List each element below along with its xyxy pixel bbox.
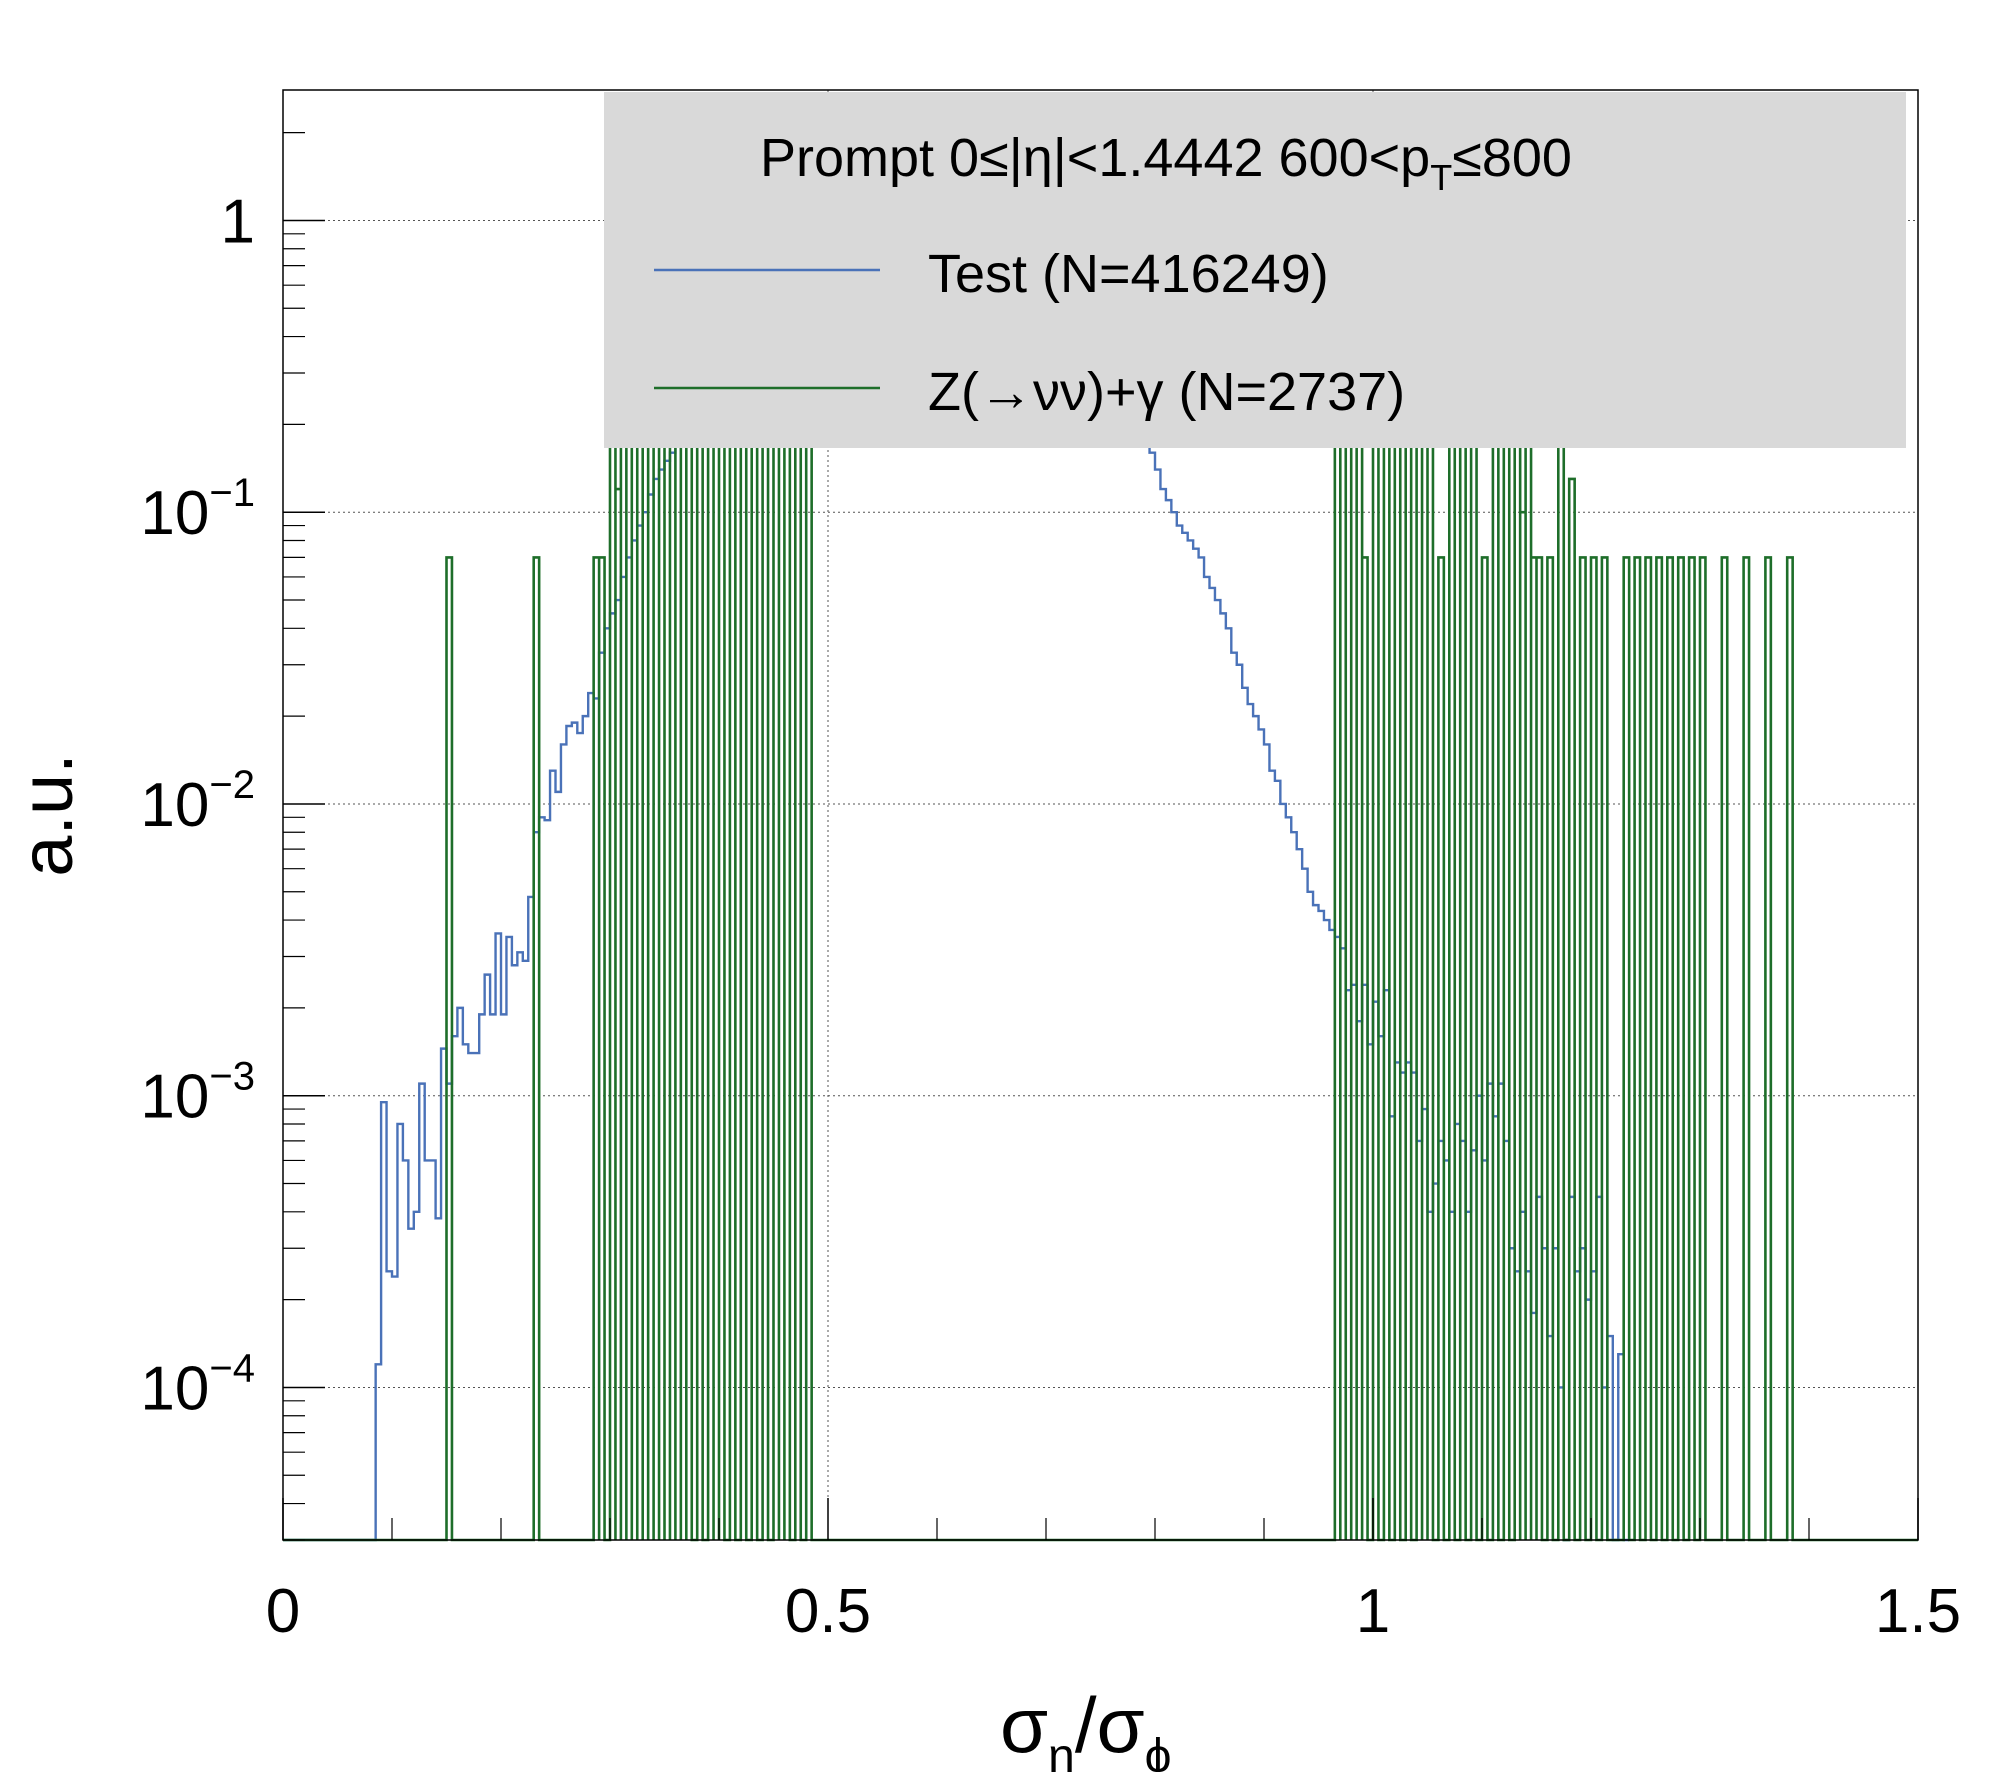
- legend-label-zvv: Z(→νν)+γ (N=2737): [928, 362, 1405, 422]
- series-zvv-histogram: [283, 247, 1918, 1542]
- x-tick-label: 0: [266, 1577, 300, 1646]
- y-tick-label: 10−2: [140, 763, 255, 840]
- y-tick-label: 10−4: [140, 1346, 255, 1423]
- x-label-sigma-1: σ: [1000, 1681, 1048, 1769]
- x-axis-label: ση/σϕ: [1000, 1681, 1172, 1772]
- legend-header-main: Prompt 0≤|η|<1.4442 600<p: [760, 128, 1430, 188]
- x-label-sub-phi: ϕ: [1145, 1730, 1172, 1772]
- x-tick-label: 1: [1356, 1577, 1390, 1646]
- legend: Prompt 0≤|η|<1.4442 600<pT≤800 Test (N=4…: [604, 92, 1906, 448]
- y-tick-label: 10−1: [140, 471, 255, 548]
- y-tick-base: 1: [221, 187, 255, 256]
- y-tick-exponent: −1: [209, 471, 255, 515]
- y-tick-base: 10: [140, 1354, 209, 1423]
- x-label-slash: /: [1075, 1681, 1097, 1769]
- y-tick-exponent: −3: [209, 1055, 255, 1099]
- y-tick-exponent: −2: [209, 763, 255, 807]
- y-axis-label: a.u.: [5, 753, 88, 876]
- x-label-sigma-2: σ: [1097, 1681, 1145, 1769]
- x-label-sub-eta: η: [1048, 1730, 1075, 1772]
- y-tick-base: 10: [140, 771, 209, 840]
- y-tick-label: 10−3: [140, 1055, 255, 1132]
- y-tick-exponent: −4: [209, 1346, 255, 1390]
- axis-ticks: [282, 132, 1919, 1541]
- plot-frame: [282, 89, 1919, 1541]
- y-tick-label: 1: [221, 187, 255, 256]
- legend-header-sub: T: [1430, 157, 1452, 198]
- legend-header: Prompt 0≤|η|<1.4442 600<pT≤800: [760, 128, 1572, 198]
- legend-label-test: Test (N=416249): [928, 244, 1329, 304]
- y-tick-base: 10: [140, 1063, 209, 1132]
- x-tick-label: 0.5: [785, 1577, 871, 1646]
- tick-labels: 110−110−210−310−40 0.5 1 1.5: [140, 187, 1961, 1646]
- y-tick-base: 10: [140, 479, 209, 548]
- x-tick-label: 1.5: [1875, 1577, 1961, 1646]
- legend-header-tail: ≤800: [1452, 128, 1572, 188]
